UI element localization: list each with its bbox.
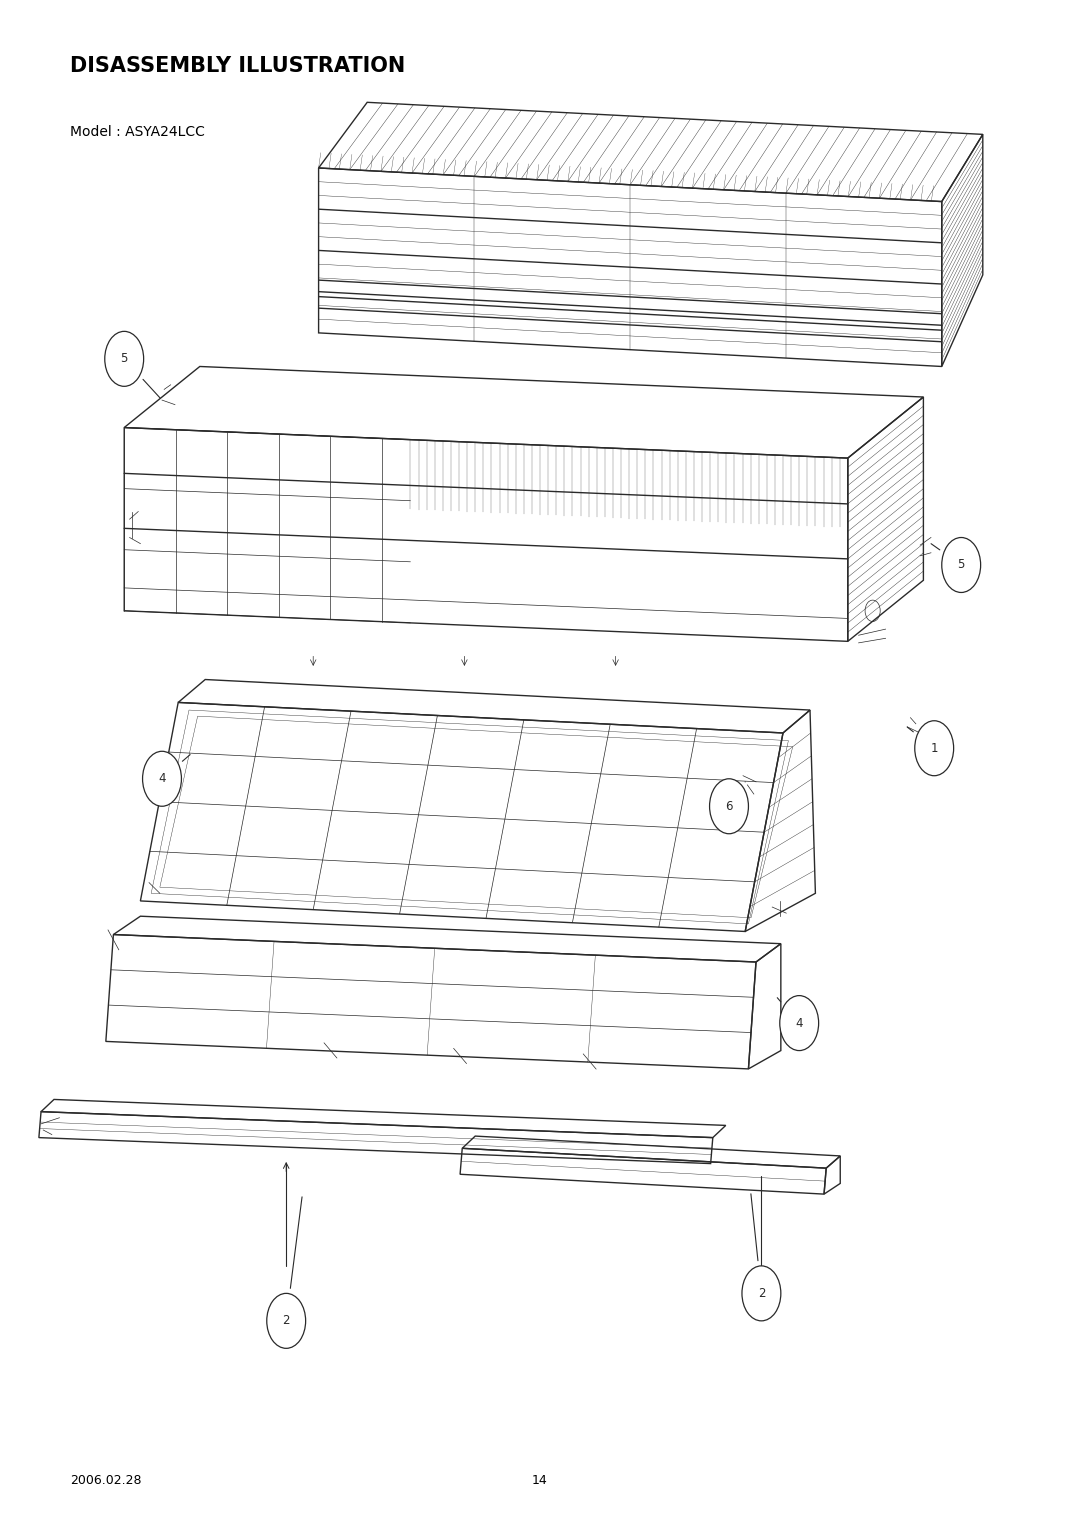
Circle shape [942, 538, 981, 592]
Text: 4: 4 [796, 1017, 802, 1029]
Circle shape [915, 721, 954, 776]
Text: 4: 4 [159, 773, 165, 785]
Text: DISASSEMBLY ILLUSTRATION: DISASSEMBLY ILLUSTRATION [70, 56, 405, 76]
Circle shape [710, 779, 748, 834]
Circle shape [143, 751, 181, 806]
Circle shape [780, 996, 819, 1051]
Text: 2: 2 [758, 1287, 765, 1299]
Text: 6: 6 [726, 800, 732, 812]
Text: 5: 5 [121, 353, 127, 365]
Circle shape [742, 1266, 781, 1321]
Circle shape [267, 1293, 306, 1348]
Text: 5: 5 [958, 559, 964, 571]
Text: Model : ASYA24LCC: Model : ASYA24LCC [70, 125, 205, 139]
Circle shape [105, 331, 144, 386]
Text: 14: 14 [532, 1474, 548, 1487]
Text: 2: 2 [283, 1315, 289, 1327]
Text: 2006.02.28: 2006.02.28 [70, 1474, 141, 1487]
Text: 1: 1 [931, 742, 937, 754]
